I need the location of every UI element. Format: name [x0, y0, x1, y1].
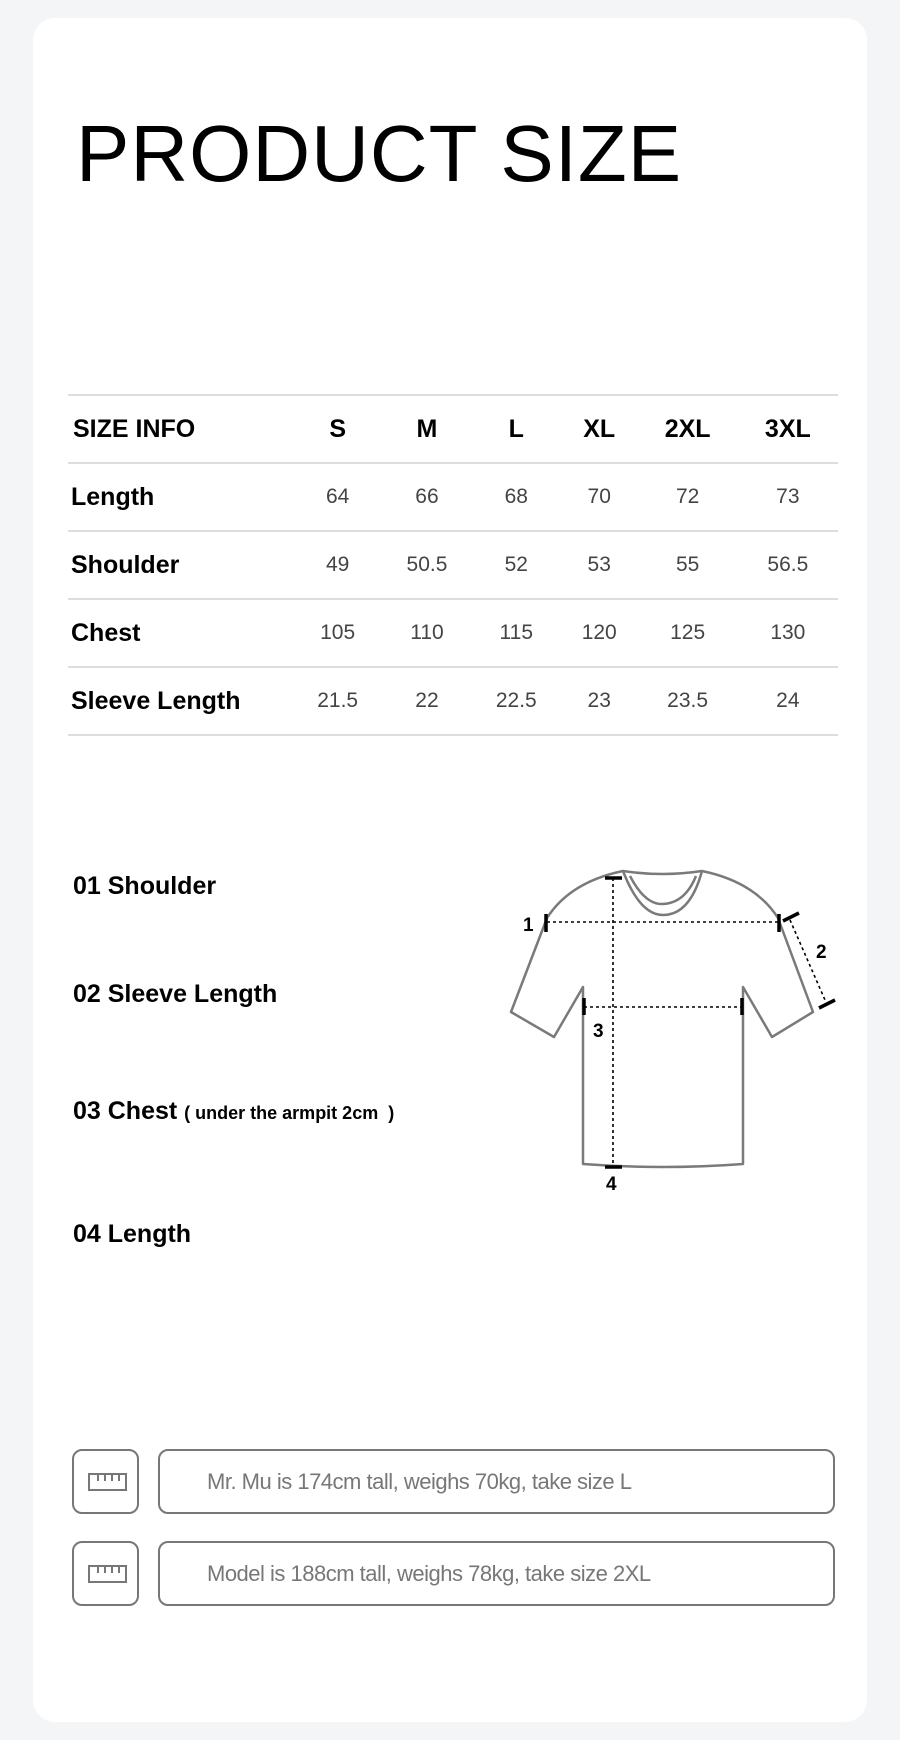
measurement-chest: 03 Chest ( under the armpit 2cm ): [73, 1097, 394, 1126]
header-s: S: [293, 394, 383, 464]
size-value: 55: [637, 530, 738, 600]
header-xl: XL: [560, 394, 638, 464]
marker-3: 3: [593, 1021, 604, 1042]
marker-4: 4: [606, 1174, 617, 1195]
size-value: 105: [293, 598, 383, 668]
page-title: PRODUCT SIZE: [76, 109, 683, 198]
size-value: 115: [471, 598, 561, 668]
measurement-chest-note: ( under the armpit 2cm ): [184, 1103, 395, 1123]
ruler-icon-box: [72, 1449, 139, 1514]
header-3xl: 3XL: [737, 394, 838, 464]
size-value: 50.5: [382, 530, 472, 600]
size-value: 53: [560, 530, 638, 600]
marker-1: 1: [523, 915, 534, 936]
row-label: Chest: [68, 598, 293, 668]
collar-inner: [628, 875, 698, 906]
size-value: 72: [637, 462, 738, 532]
measurement-shoulder: 01 Shoulder: [73, 872, 217, 900]
row-label: Sleeve Length: [68, 666, 293, 736]
size-value: 130: [737, 598, 838, 668]
ruler-icon: [88, 1473, 127, 1491]
size-value: 49: [293, 530, 383, 600]
size-value: 23: [560, 666, 638, 736]
size-value: 125: [637, 598, 738, 668]
size-value: 52: [471, 530, 561, 600]
header-l: L: [471, 394, 561, 464]
header-m: M: [382, 394, 472, 464]
size-value: 24: [737, 666, 838, 736]
size-value: 22: [382, 666, 472, 736]
table-header-row: SIZE INFO S M L XL 2XL 3XL: [68, 394, 838, 464]
size-value: 70: [560, 462, 638, 532]
measurement-sleeve-length: 02 Sleeve Length: [73, 980, 278, 1008]
table-row: Sleeve Length 21.5 22 22.5 23 23.5 24: [68, 666, 838, 736]
collar-outer: [621, 870, 704, 917]
model-info-1: Mr. Mu is 174cm tall, weighs 70kg, take …: [158, 1449, 835, 1514]
size-table: SIZE INFO S M L XL 2XL 3XL Length 64 66 68 7…: [68, 394, 838, 736]
ruler-icon: [88, 1565, 127, 1583]
tshirt-diagram-icon: 1 2 3 4: [509, 869, 836, 1195]
size-value: 64: [293, 462, 383, 532]
size-value: 66: [382, 462, 472, 532]
row-label: Shoulder: [68, 530, 293, 600]
marker-2: 2: [816, 942, 827, 963]
model-info-2: Model is 188cm tall, weighs 78kg, take s…: [158, 1541, 835, 1606]
ruler-icon-box: [72, 1541, 139, 1606]
table-row: Chest 105 110 115 120 125 130: [68, 598, 838, 668]
size-value: 22.5: [471, 666, 561, 736]
size-value: 73: [737, 462, 838, 532]
size-value: 21.5: [293, 666, 383, 736]
size-value: 68: [471, 462, 561, 532]
size-value: 56.5: [737, 530, 838, 600]
table-row: Shoulder 49 50.5 52 53 55 56.5: [68, 530, 838, 600]
size-card: [33, 18, 867, 1722]
shirt-outline: [509, 869, 815, 1169]
measurement-length: 04 Length: [73, 1220, 192, 1248]
row-label: Length: [68, 462, 293, 532]
header-2xl: 2XL: [637, 394, 738, 464]
size-value: 23.5: [637, 666, 738, 736]
header-size-info: SIZE INFO: [68, 394, 293, 464]
size-value: 120: [560, 598, 638, 668]
table-row: Length 64 66 68 70 72 73: [68, 462, 838, 532]
sleeve-measure-line: [789, 919, 826, 1001]
measurement-chest-label: 03 Chest: [73, 1097, 178, 1125]
size-value: 110: [382, 598, 472, 668]
